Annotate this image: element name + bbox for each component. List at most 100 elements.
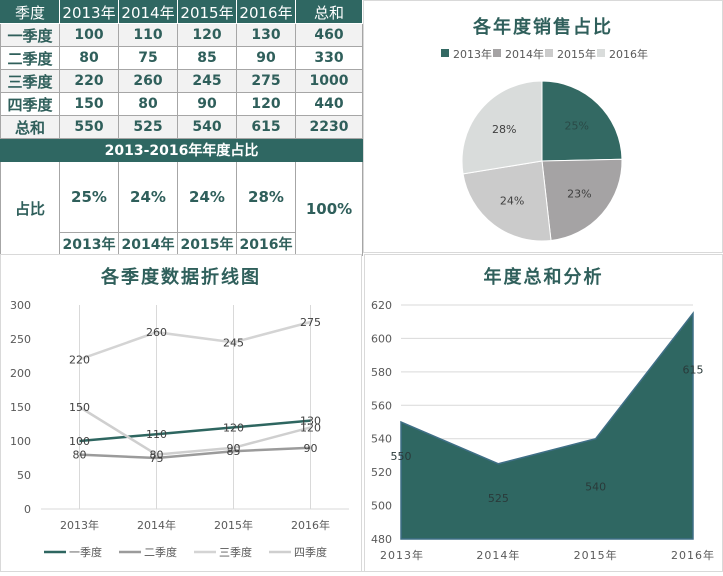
pie-chart[interactable]: 2013年 2014年 2015年 2016年 25% 23% 24% 28%	[364, 1, 723, 254]
legend-swatch-icon	[545, 49, 553, 57]
line-data-label: 260	[146, 326, 167, 339]
pie-data-label: 28%	[492, 123, 516, 136]
pie-legend: 2013年 2014年 2015年 2016年	[441, 47, 648, 61]
area-chart-panel[interactable]: 年度总和分析 480 500 520 540 560 580 600 620 550 525 540…	[364, 254, 723, 572]
table-cell[interactable]: 130	[236, 23, 296, 47]
share-total[interactable]: 100%	[295, 161, 363, 256]
table-cell[interactable]: 80	[59, 46, 119, 70]
row-label[interactable]: 一季度	[0, 23, 60, 47]
share-row: 占比 25% 24% 24% 28% 100%	[0, 161, 363, 256]
y-tick-label: 600	[371, 332, 392, 345]
pie-slices[interactable]: 25% 23% 24% 28%	[461, 80, 623, 242]
share-cell[interactable]: 24%	[118, 161, 178, 233]
legend-label: 2016年	[609, 47, 648, 61]
sheet-gridline	[0, 571, 723, 576]
legend-swatch-icon	[493, 49, 501, 57]
table-cell[interactable]: 540	[177, 115, 237, 139]
table-cell[interactable]: 245	[177, 69, 237, 93]
line-data-label: 130	[300, 415, 321, 428]
header-cell: 2016年	[236, 0, 296, 24]
table-cell[interactable]: 275	[236, 69, 296, 93]
row-total[interactable]: 440	[295, 92, 363, 116]
x-tick-label: 2013年	[60, 518, 99, 532]
table-cell[interactable]: 260	[118, 69, 178, 93]
table-cell[interactable]: 110	[118, 23, 178, 47]
line-data-label: 120	[300, 421, 321, 434]
header-cell: 2014年	[118, 0, 178, 24]
y-tick-label: 520	[371, 466, 392, 479]
line-series[interactable]	[79, 419, 311, 443]
pie-slice[interactable]	[541, 158, 623, 242]
line-chart[interactable]: 0 50 100 150 200 250 300 2013年 2014年 2015年 2016年 10…	[1, 255, 363, 573]
share-cell[interactable]: 24%	[177, 161, 237, 233]
pie-slice[interactable]	[541, 80, 623, 162]
area-data-label: 550	[391, 450, 412, 463]
area-chart[interactable]: 480 500 520 540 560 580 600 620 550 525 540 615 2013…	[365, 255, 723, 573]
pie-slice[interactable]	[462, 160, 552, 242]
share-year[interactable]: 2016年	[236, 232, 296, 256]
header-cell: 2013年	[59, 0, 119, 24]
y-tick-label: 200	[10, 367, 31, 380]
table-cell[interactable]: 525	[118, 115, 178, 139]
x-tick-label: 2015年	[574, 548, 618, 562]
row-label[interactable]: 三季度	[0, 69, 60, 93]
share-year[interactable]: 2013年	[59, 232, 119, 256]
row-total[interactable]: 330	[295, 46, 363, 70]
x-tick-label: 2013年	[380, 548, 424, 562]
line-series[interactable]	[79, 446, 311, 460]
row-label[interactable]: 二季度	[0, 46, 60, 70]
share-banner[interactable]: 2013-2016年年度占比	[0, 138, 363, 162]
table-cell[interactable]: 90	[236, 46, 296, 70]
row-total[interactable]: 2230	[295, 115, 363, 139]
table-cell[interactable]: 120	[236, 92, 296, 116]
x-tick-label: 2016年	[291, 518, 330, 532]
table-row-total: 总和 550 525 540 615 2230	[0, 115, 363, 139]
table-cell[interactable]: 85	[177, 46, 237, 70]
table-cell[interactable]: 90	[177, 92, 237, 116]
y-tick-label: 540	[371, 433, 392, 446]
x-tick-label: 2014年	[137, 518, 176, 532]
legend-label: 2015年	[557, 47, 596, 61]
pie-slice[interactable]	[461, 80, 543, 175]
table-cell[interactable]: 150	[59, 92, 119, 116]
share-year[interactable]: 2014年	[118, 232, 178, 256]
x-tick-label: 2014年	[476, 548, 520, 562]
share-year[interactable]: 2015年	[177, 232, 237, 256]
pie-data-label: 23%	[567, 188, 591, 201]
pie-chart-title: 各年度销售占比	[473, 17, 613, 38]
area-data-label: 615	[683, 363, 704, 376]
pie-chart-panel[interactable]: 各年度销售占比 2013年 2014年 2015年 2016年 25% 23% 24% 28…	[363, 0, 723, 253]
share-cell[interactable]: 25%	[59, 161, 119, 233]
share-label[interactable]: 占比	[0, 161, 60, 256]
table-cell[interactable]: 80	[118, 92, 178, 116]
legend-swatch-icon	[441, 49, 449, 57]
area-series[interactable]	[400, 311, 694, 540]
share-cell[interactable]: 28%	[236, 161, 296, 233]
y-tick-label: 250	[10, 333, 31, 346]
table-cell[interactable]: 615	[236, 115, 296, 139]
line-data-label: 245	[223, 336, 244, 349]
row-label[interactable]: 四季度	[0, 92, 60, 116]
table-row: 二季度 80 75 85 90 330	[0, 46, 363, 70]
line-data-label: 90	[304, 442, 318, 455]
table-row: 三季度 220 260 245 275 1000	[0, 69, 363, 93]
table-cell[interactable]: 120	[177, 23, 237, 47]
table-cell[interactable]: 220	[59, 69, 119, 93]
row-label[interactable]: 总和	[0, 115, 60, 139]
table-cell[interactable]: 75	[118, 46, 178, 70]
line-chart-panel[interactable]: 各季度数据折线图 0 50 100 150 200 250 300 2013年 2014年 201…	[0, 254, 362, 572]
line-series[interactable]	[78, 405, 311, 456]
table-cell[interactable]: 550	[59, 115, 119, 139]
y-tick-label: 100	[10, 435, 31, 448]
y-tick-label: 150	[10, 401, 31, 414]
y-tick-label: 620	[371, 299, 392, 312]
x-tick-label: 2016年	[671, 548, 715, 562]
line-data-label: 120	[223, 421, 244, 434]
row-total[interactable]: 1000	[295, 69, 363, 93]
header-cell: 总和	[295, 0, 363, 24]
x-tick-label: 2015年	[214, 518, 253, 532]
table-cell[interactable]: 100	[59, 23, 119, 47]
line-series[interactable]	[79, 320, 311, 361]
sales-data-table: 季度 2013年 2014年 2015年 2016年 总和 一季度 100 11…	[0, 0, 363, 256]
row-total[interactable]: 460	[295, 23, 363, 47]
